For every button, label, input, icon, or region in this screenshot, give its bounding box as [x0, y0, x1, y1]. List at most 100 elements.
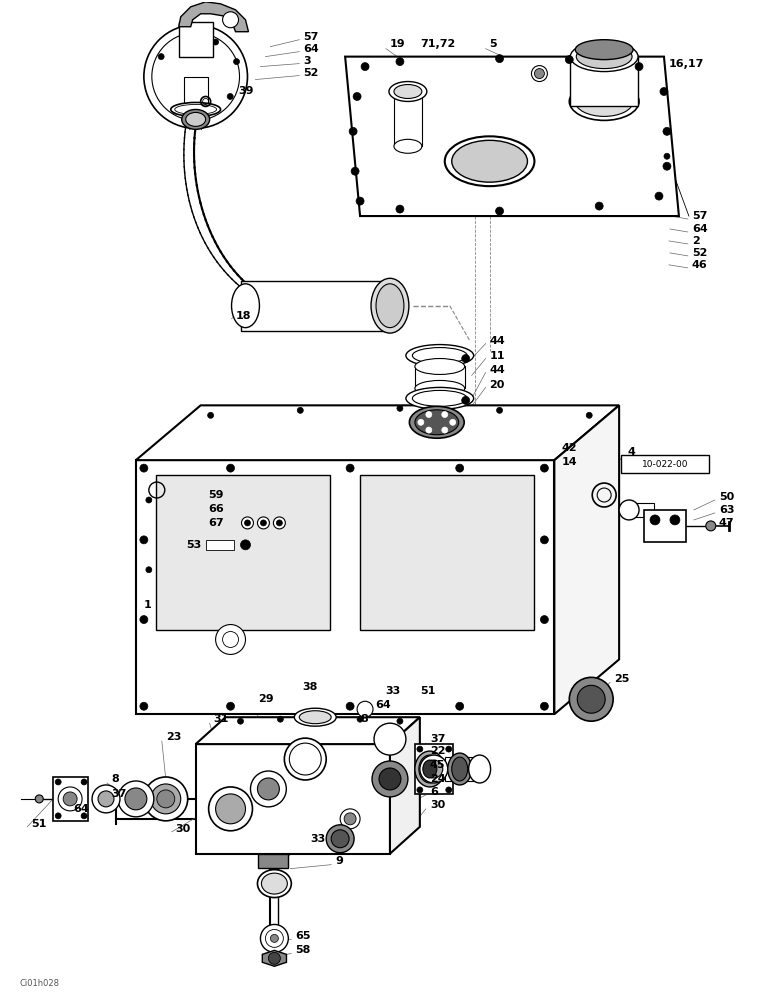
- Ellipse shape: [575, 40, 633, 60]
- Circle shape: [125, 788, 147, 810]
- Ellipse shape: [394, 85, 422, 98]
- Text: 29: 29: [258, 694, 274, 704]
- Ellipse shape: [406, 387, 473, 409]
- Text: 8: 8: [111, 774, 119, 784]
- Circle shape: [456, 702, 464, 710]
- Text: 65: 65: [296, 931, 311, 941]
- Text: 22: 22: [430, 746, 445, 756]
- Text: 16,17: 16,17: [669, 59, 705, 69]
- Ellipse shape: [261, 873, 287, 894]
- Text: 53: 53: [185, 540, 201, 550]
- Text: 52: 52: [692, 248, 708, 258]
- Circle shape: [578, 685, 605, 713]
- Circle shape: [331, 830, 349, 848]
- Text: 6: 6: [430, 787, 438, 797]
- Circle shape: [586, 412, 592, 418]
- Circle shape: [450, 419, 456, 425]
- Circle shape: [446, 787, 451, 793]
- Text: 23: 23: [166, 732, 181, 742]
- Circle shape: [245, 520, 251, 526]
- Circle shape: [157, 790, 175, 808]
- Text: 37: 37: [111, 789, 126, 799]
- Ellipse shape: [445, 136, 534, 186]
- Text: 33: 33: [310, 834, 325, 844]
- Circle shape: [462, 355, 470, 363]
- Circle shape: [59, 787, 82, 811]
- Polygon shape: [345, 57, 679, 216]
- Bar: [634, 503, 654, 517]
- Circle shape: [144, 777, 188, 821]
- Circle shape: [496, 55, 504, 63]
- Circle shape: [216, 794, 245, 824]
- Circle shape: [496, 407, 502, 413]
- Circle shape: [150, 784, 181, 814]
- Circle shape: [426, 412, 432, 418]
- Circle shape: [233, 59, 239, 65]
- Circle shape: [261, 924, 288, 952]
- Text: 64: 64: [73, 804, 89, 814]
- Circle shape: [664, 153, 670, 159]
- Circle shape: [353, 92, 361, 100]
- Ellipse shape: [451, 757, 467, 781]
- Ellipse shape: [294, 708, 336, 726]
- Text: 64: 64: [375, 700, 391, 710]
- Circle shape: [655, 192, 663, 200]
- Polygon shape: [136, 405, 619, 460]
- Ellipse shape: [415, 359, 464, 374]
- Circle shape: [531, 66, 547, 82]
- Circle shape: [268, 952, 280, 964]
- Circle shape: [565, 56, 573, 64]
- Text: 58: 58: [296, 945, 311, 955]
- Ellipse shape: [410, 406, 464, 438]
- Circle shape: [456, 464, 464, 472]
- Text: 9: 9: [335, 856, 343, 866]
- Circle shape: [92, 785, 120, 813]
- Circle shape: [357, 701, 373, 717]
- Bar: [621, 455, 709, 473]
- Ellipse shape: [570, 42, 638, 72]
- Circle shape: [227, 93, 233, 99]
- Bar: [206, 540, 233, 550]
- Circle shape: [207, 412, 214, 418]
- Text: 31: 31: [214, 714, 229, 724]
- Circle shape: [238, 718, 243, 724]
- Circle shape: [442, 412, 448, 418]
- Polygon shape: [195, 717, 420, 744]
- Circle shape: [242, 517, 254, 529]
- Circle shape: [35, 795, 43, 803]
- Ellipse shape: [299, 711, 331, 724]
- Circle shape: [706, 521, 716, 531]
- Text: 1: 1: [144, 600, 151, 610]
- Circle shape: [425, 760, 443, 778]
- Text: 30: 30: [430, 800, 445, 810]
- Circle shape: [361, 63, 369, 71]
- Text: 51: 51: [31, 819, 46, 829]
- Ellipse shape: [415, 751, 445, 787]
- Text: 33: 33: [385, 686, 401, 696]
- Ellipse shape: [451, 140, 527, 182]
- Circle shape: [251, 771, 287, 807]
- Circle shape: [118, 781, 154, 817]
- Circle shape: [462, 396, 470, 404]
- Bar: [360, 475, 534, 630]
- Text: 20: 20: [489, 380, 505, 390]
- Circle shape: [426, 427, 432, 433]
- Text: 71,72: 71,72: [420, 39, 455, 49]
- Text: 25: 25: [614, 674, 629, 684]
- Text: 44: 44: [489, 336, 505, 346]
- Text: 51: 51: [420, 686, 435, 696]
- Circle shape: [374, 723, 406, 755]
- Circle shape: [98, 791, 114, 807]
- Text: 44: 44: [489, 365, 505, 375]
- Circle shape: [372, 761, 408, 797]
- Circle shape: [63, 792, 77, 806]
- Text: 37: 37: [430, 734, 445, 744]
- Circle shape: [670, 515, 680, 525]
- Circle shape: [496, 207, 504, 215]
- Circle shape: [326, 825, 354, 853]
- Circle shape: [258, 778, 280, 800]
- Circle shape: [277, 520, 283, 526]
- Text: 19: 19: [390, 39, 406, 49]
- Circle shape: [420, 755, 448, 783]
- Text: 66: 66: [209, 504, 224, 514]
